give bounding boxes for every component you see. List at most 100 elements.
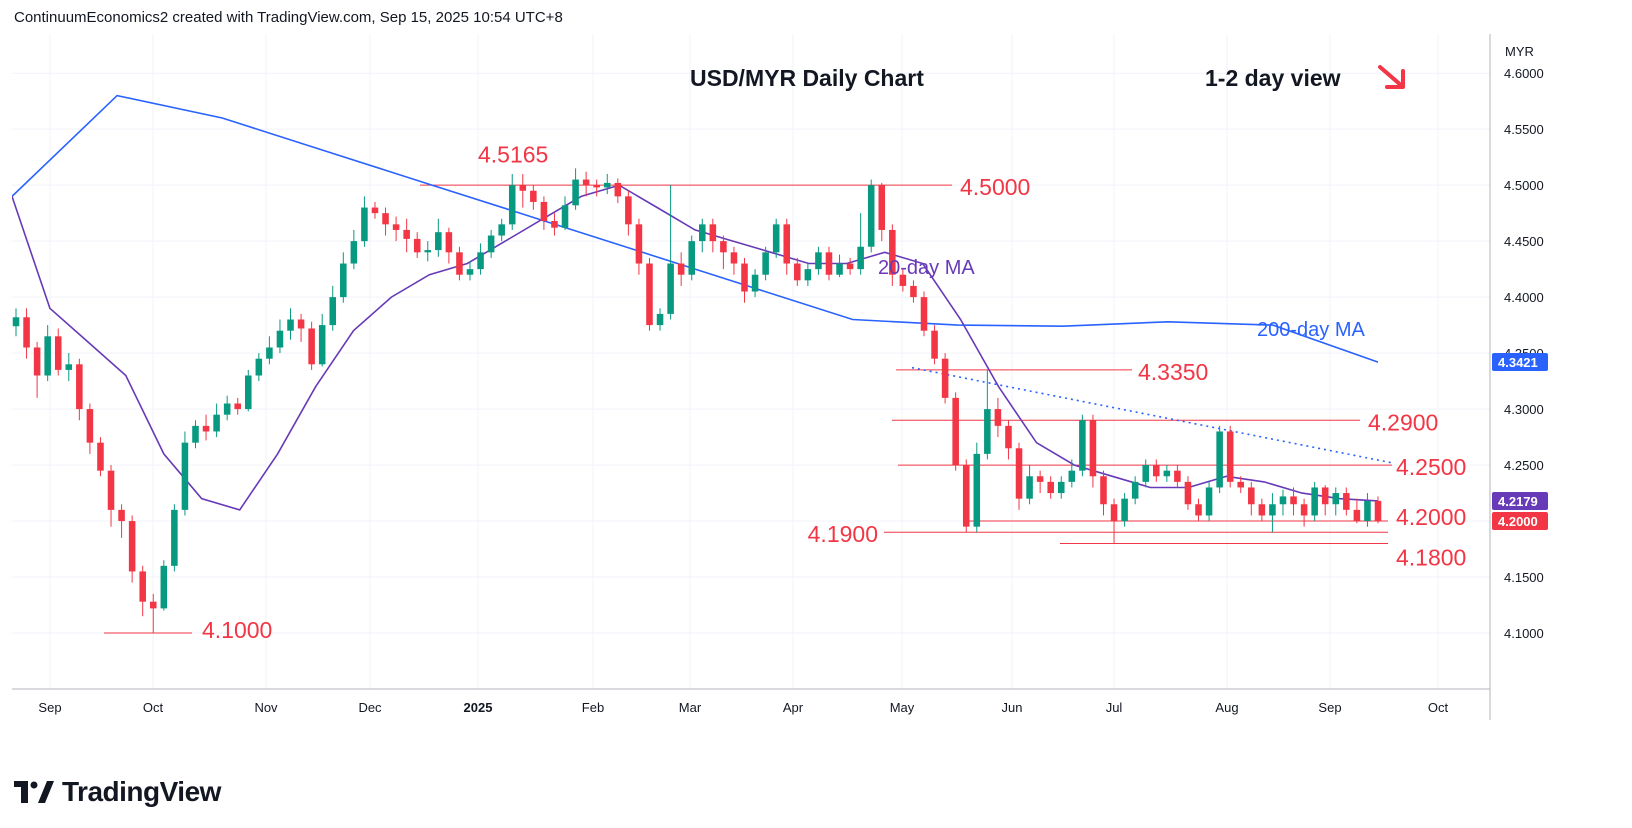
- price-chart[interactable]: 4.5165 4.5000 4.3350 4.2900 4.2500 4.2000 4.19…: [11, 34, 1552, 720]
- candle-body: [952, 397, 959, 466]
- candle: [1311, 481, 1318, 522]
- x-tick-label: Oct: [1428, 700, 1449, 715]
- candle-body: [382, 213, 389, 225]
- candle-body: [498, 224, 505, 236]
- candle-body: [107, 470, 115, 510]
- candle-body: [889, 229, 896, 275]
- level-label: 4.2900: [1368, 409, 1438, 435]
- candle: [508, 173, 516, 230]
- candle-body: [1216, 431, 1223, 488]
- candle: [867, 179, 875, 253]
- candle: [107, 465, 115, 527]
- candle: [1131, 476, 1139, 505]
- candle-body: [772, 224, 780, 253]
- candle-body: [371, 207, 379, 214]
- candle-body: [519, 185, 527, 191]
- candles: [12, 168, 1382, 634]
- tradingview-brand[interactable]: TradingView: [14, 776, 221, 808]
- y-tick-label: 4.2500: [1504, 458, 1544, 473]
- candle-body: [508, 185, 516, 225]
- candle: [149, 593, 157, 634]
- candle: [772, 218, 780, 258]
- candle: [1036, 470, 1044, 494]
- candle-body: [804, 269, 812, 281]
- candle-body: [815, 252, 822, 270]
- candle-body: [867, 185, 875, 247]
- candle: [677, 252, 685, 286]
- candle: [456, 246, 463, 281]
- candle-body: [1311, 487, 1318, 516]
- candle: [667, 185, 674, 320]
- x-tick-label: Jun: [1002, 700, 1023, 715]
- candle-body: [181, 442, 189, 510]
- axes[interactable]: 4.60004.55004.50004.45004.40004.35004.30…: [12, 34, 1548, 720]
- chart-frame[interactable]: 4.5165 4.5000 4.3350 4.2900 4.2500 4.2000 4.19…: [11, 34, 1552, 720]
- candle: [794, 257, 801, 286]
- candle-body: [709, 224, 717, 242]
- x-tick-label: Sep: [1318, 700, 1341, 715]
- candle-body: [76, 364, 83, 410]
- candle-body: [466, 269, 474, 275]
- level-label: 4.3350: [1138, 359, 1208, 385]
- candle: [350, 229, 358, 270]
- candle-body: [540, 201, 548, 221]
- candle-body: [730, 252, 738, 264]
- candle: [656, 308, 664, 331]
- y-tick-label: 4.5500: [1504, 122, 1544, 137]
- candle: [413, 232, 421, 258]
- candle: [1332, 487, 1340, 516]
- candle: [160, 560, 168, 611]
- candle: [1184, 476, 1192, 510]
- candle: [984, 369, 991, 460]
- candle-body: [12, 317, 20, 327]
- candle-body: [171, 509, 178, 566]
- candle: [836, 254, 843, 277]
- candle-body: [128, 521, 136, 572]
- candle: [1163, 465, 1171, 482]
- candle-body: [635, 224, 643, 264]
- candle-body: [1269, 504, 1276, 516]
- candle-body: [1026, 476, 1033, 499]
- candle: [920, 291, 928, 337]
- candle-body: [1163, 470, 1171, 477]
- candle-body: [910, 285, 917, 298]
- candle-body: [1237, 481, 1245, 488]
- candle-body: [97, 442, 104, 471]
- candle-body: [118, 509, 125, 522]
- level-label: 4.1000: [202, 617, 272, 643]
- candle: [12, 308, 20, 337]
- candle-body: [825, 252, 833, 275]
- candle: [76, 358, 83, 421]
- candle: [825, 246, 833, 281]
- candle: [424, 241, 432, 262]
- candle-body: [1005, 425, 1012, 449]
- candle: [382, 207, 389, 236]
- level-label: 4.5165: [478, 142, 548, 168]
- candle: [815, 246, 822, 275]
- candle-body: [593, 185, 600, 188]
- candle-body: [751, 274, 759, 292]
- candle: [498, 218, 505, 242]
- level-label: 4.2500: [1396, 454, 1466, 480]
- x-tick-label: Jul: [1106, 700, 1123, 715]
- candle-body: [245, 375, 252, 410]
- y-tick-label: 4.6000: [1504, 66, 1544, 81]
- candle-body: [1068, 470, 1076, 482]
- candle: [941, 353, 949, 404]
- candle: [329, 285, 337, 331]
- candle: [1142, 459, 1149, 488]
- candle-body: [646, 263, 653, 326]
- candle: [519, 173, 527, 208]
- candle: [614, 178, 622, 204]
- candle-body: [878, 185, 886, 230]
- x-tick-label: Mar: [679, 700, 702, 715]
- currency-label: MYR: [1505, 44, 1534, 59]
- ma200-line: [11, 94, 1379, 363]
- candle-body: [424, 250, 432, 253]
- candle-body: [783, 224, 791, 264]
- price-label-box: [1492, 352, 1548, 371]
- candle: [23, 308, 30, 359]
- candle: [1079, 414, 1086, 477]
- candle-body: [667, 263, 674, 314]
- candle: [1047, 476, 1054, 499]
